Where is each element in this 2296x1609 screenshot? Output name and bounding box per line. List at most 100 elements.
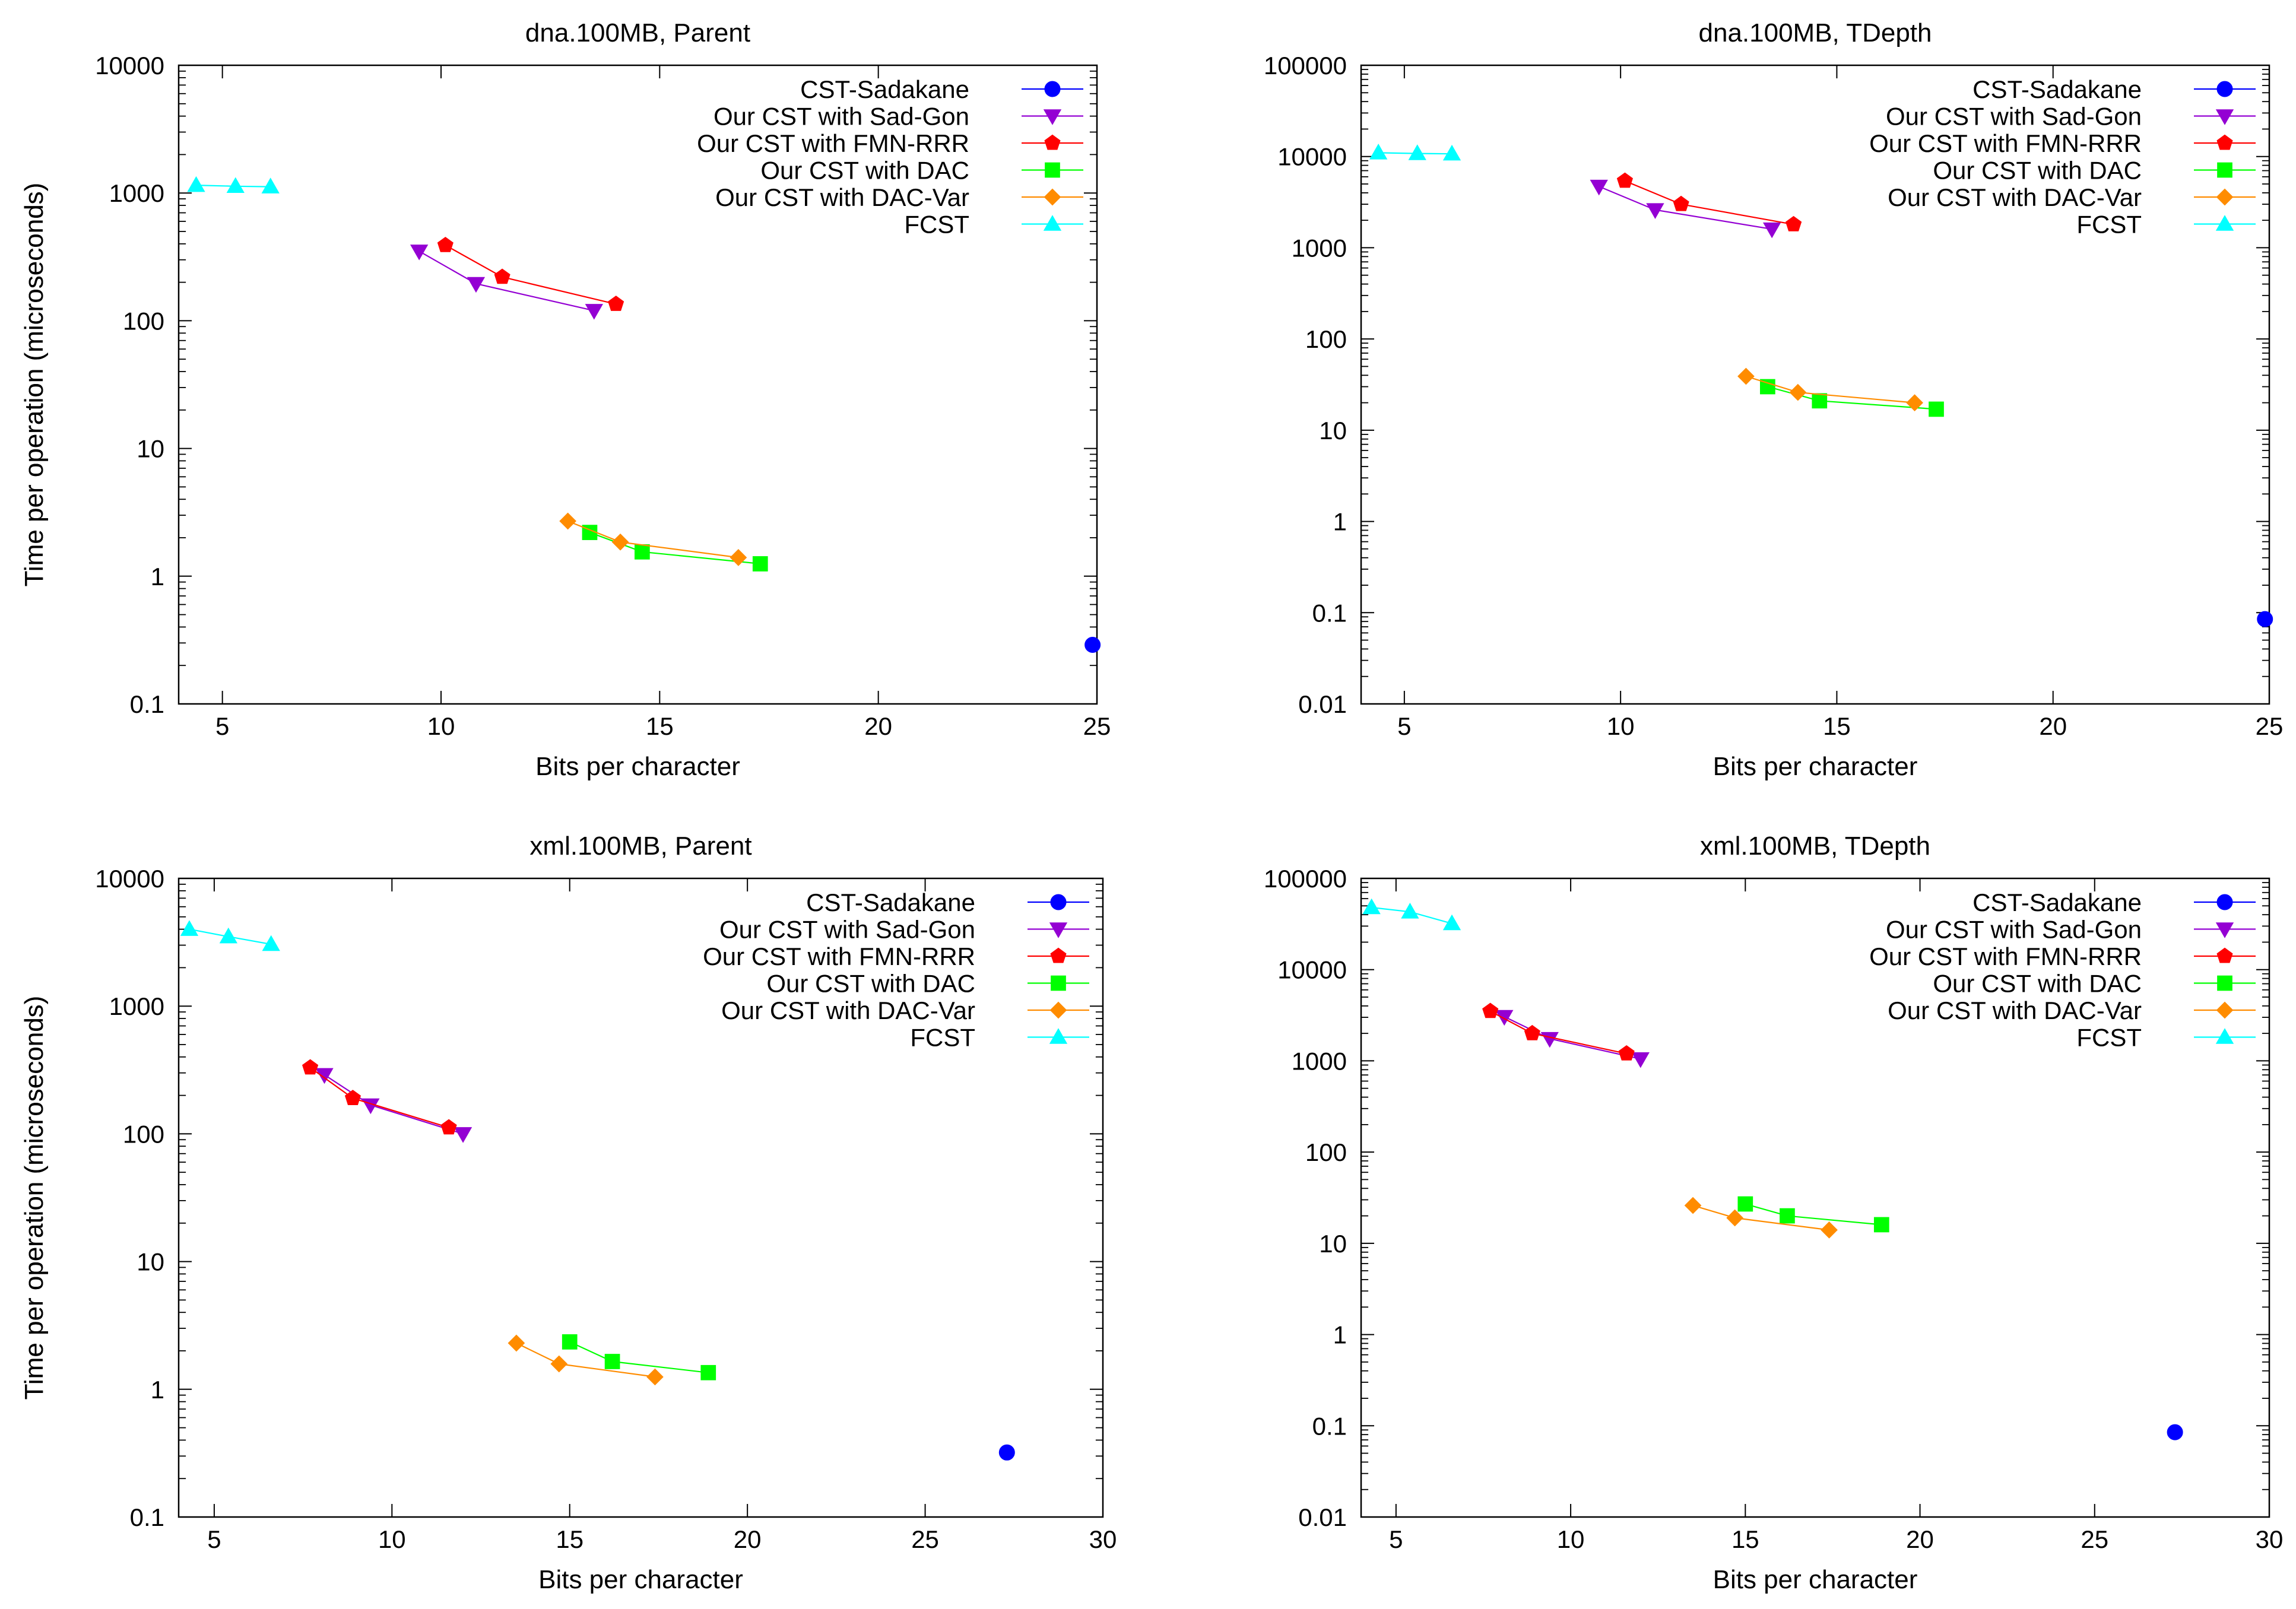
legend-label: Our CST with DAC — [760, 157, 969, 185]
data-point — [1906, 394, 1923, 411]
data-point — [440, 1119, 457, 1135]
y-tick-label: 10 — [137, 435, 164, 463]
legend-marker — [1050, 947, 1067, 963]
plot-frame — [1360, 877, 2270, 1518]
chart-panel-3: xml.100MB, Parent 5 10 15 20 25 30 0.1 1 10 100 100… — [20, 832, 1117, 1594]
data-point — [344, 1090, 361, 1105]
legend-label: Our CST with DAC — [766, 970, 975, 998]
data-point — [1442, 914, 1461, 931]
legend-label: FCST — [910, 1024, 975, 1052]
series-circle — [2257, 611, 2273, 627]
data-point — [1780, 1208, 1795, 1224]
data-point — [1684, 1197, 1702, 1214]
legend-label: Our CST with FMN-RRR — [703, 942, 975, 970]
x-tick-label: 10 — [1607, 712, 1635, 740]
legend-marker — [1043, 109, 1062, 125]
data-point — [437, 236, 454, 252]
data-point — [562, 1334, 578, 1350]
y-tick-label: 100000 — [1264, 865, 1347, 893]
data-point — [635, 544, 650, 560]
legend-label: CST-Sadakane — [800, 75, 969, 103]
legend-marker — [1043, 215, 1062, 231]
legend-marker — [1049, 1028, 1068, 1044]
y-tick-label: 10000 — [95, 865, 164, 893]
series-square — [1760, 379, 1944, 417]
series-triangle-up — [1369, 144, 1461, 161]
series-triangle-down — [315, 1068, 472, 1143]
x-axis-label: Bits per character — [535, 752, 740, 781]
chart-title: dna.100MB, TDepth — [1699, 18, 1932, 47]
data-point — [700, 1364, 716, 1380]
x-tick-label: 15 — [1731, 1525, 1759, 1553]
data-point — [1631, 1052, 1650, 1068]
legend-marker — [2216, 188, 2234, 206]
data-point — [219, 927, 238, 944]
legend-marker — [2216, 81, 2233, 97]
legend-label: Our CST with FMN-RRR — [1869, 942, 2142, 970]
series-triangle-up — [187, 176, 280, 193]
x-tick-label: 5 — [1397, 712, 1411, 740]
legend-marker — [1051, 975, 1066, 991]
y-tick-label: 100 — [123, 1120, 164, 1148]
legend-label: Our CST with DAC-Var — [1888, 996, 2142, 1024]
x-axis-label: Bits per character — [1713, 1565, 1918, 1594]
y-tick-label: 1000 — [109, 179, 164, 207]
legend-marker — [2216, 947, 2233, 963]
data-point — [1408, 144, 1426, 160]
legend-marker — [1050, 894, 1067, 910]
x-tick-label: 10 — [1557, 1525, 1585, 1553]
x-tick-label: 25 — [2256, 712, 2284, 740]
y-axis-label: Time per operation (microseconds) — [20, 996, 49, 1400]
y-axis-label: Time per operation (microseconds) — [20, 183, 49, 587]
data-point — [730, 548, 747, 566]
y-tick-label: 0.1 — [130, 690, 164, 718]
y-tick-label: 1000 — [109, 992, 164, 1020]
y-tick-label: 1 — [151, 563, 164, 591]
plot-frame — [177, 64, 1098, 705]
data-point — [187, 176, 205, 192]
legend-marker — [2215, 109, 2234, 125]
y-tick-label: 1000 — [1292, 1047, 1347, 1075]
plot-frame — [1360, 64, 2270, 705]
y-tick-label: 1 — [1333, 508, 1347, 536]
series-square — [1737, 1196, 1889, 1233]
y-tick-label: 100 — [1305, 325, 1347, 353]
data-point — [559, 512, 576, 530]
data-point — [261, 177, 280, 193]
legend-label: CST-Sadakane — [1972, 75, 2142, 103]
y-axis-label: Time per operation (microseconds) — [20, 996, 49, 1400]
y-tick-label: 0.1 — [130, 1503, 164, 1531]
series-circle — [998, 1444, 1015, 1461]
data-point — [611, 533, 629, 551]
data-point — [1401, 903, 1419, 919]
x-tick-label: 20 — [864, 712, 892, 740]
y-tick-label: 100 — [1305, 1138, 1347, 1166]
legend-label: Our CST with Sad-Gon — [713, 103, 969, 131]
y-tick-label: 1 — [151, 1376, 164, 1404]
x-axis-label: Bits per character — [538, 1565, 743, 1594]
data-point — [550, 1355, 568, 1373]
x-tick-label: 25 — [911, 1525, 939, 1553]
data-point — [752, 556, 768, 572]
series-square — [582, 525, 768, 572]
series-triangle-up — [180, 920, 280, 951]
series-circle — [2167, 1424, 2183, 1440]
data-point — [1786, 215, 1802, 231]
legend-label: Our CST with DAC — [1933, 970, 2142, 998]
data-point — [2257, 611, 2273, 627]
data-point — [226, 177, 245, 193]
data-point — [180, 920, 199, 936]
data-point — [1789, 383, 1807, 401]
x-axis-label: Bits per character — [1713, 752, 1918, 781]
y-tick-label: 100000 — [1264, 52, 1347, 80]
data-point — [604, 1354, 620, 1369]
data-point — [1616, 172, 1633, 188]
data-point — [1762, 222, 1781, 239]
legend-label: Our CST with Sad-Gon — [719, 916, 975, 944]
legend-marker — [2215, 215, 2234, 231]
data-point — [1524, 1024, 1540, 1040]
legend-marker — [1044, 134, 1061, 150]
series-line — [1624, 180, 1794, 226]
y-axis-label: Time per operation (microseconds) — [20, 183, 49, 587]
